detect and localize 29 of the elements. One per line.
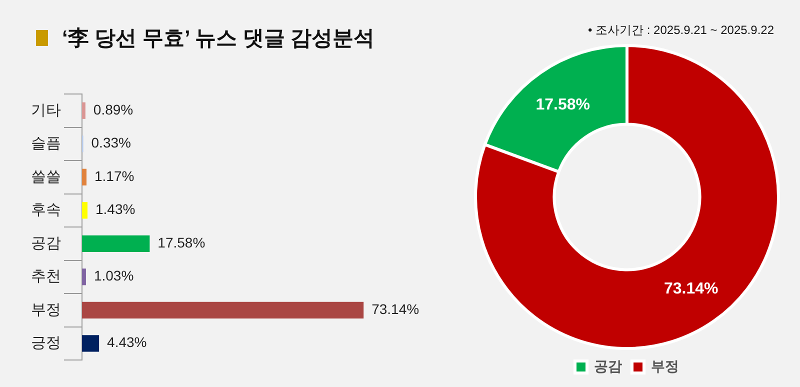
data-label: 17.58%	[158, 234, 206, 250]
data-label: 73.14%	[372, 300, 420, 317]
y-tick-label: 공감	[31, 234, 61, 252]
data-label: 1.03%	[94, 268, 134, 284]
data-label: 4.43%	[107, 334, 147, 350]
data-label: 73.14%	[664, 280, 718, 298]
data-label: 1.17%	[94, 168, 134, 184]
legend-label: 부정	[651, 358, 679, 374]
data-label: 17.58%	[536, 96, 590, 114]
legend-label: 공감	[594, 358, 622, 374]
data-label: 1.43%	[96, 201, 136, 218]
y-tick-label: 기타	[31, 102, 61, 119]
bar	[82, 268, 86, 286]
y-tick-label: 후속	[31, 202, 61, 219]
y-tick-label: 부정	[31, 301, 61, 318]
y-tick-label: 추천	[31, 268, 61, 286]
y-tick-label: 쓸쓸	[31, 168, 61, 186]
y-tick-label: 긍정	[31, 334, 61, 352]
bar	[82, 202, 88, 219]
bar	[82, 302, 364, 318]
bar	[82, 235, 150, 252]
bar	[82, 168, 87, 186]
y-tick-label: 슬픔	[31, 135, 61, 152]
data-label: 0.89%	[93, 101, 134, 118]
bar	[82, 102, 86, 119]
bar	[82, 335, 100, 352]
text: • 조사기간 : 2025.9.21 ~ 2025.9.22	[587, 22, 775, 39]
data-label: 0.33%	[91, 134, 131, 151]
chart-title: ‘李 당선 무효’ 뉴스 댓글 감성분석	[62, 26, 375, 52]
